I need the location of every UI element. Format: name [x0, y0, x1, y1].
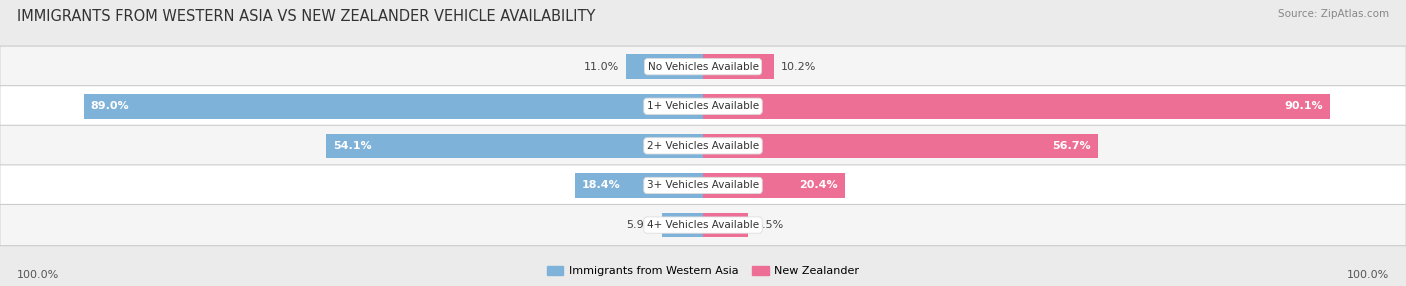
Text: 4+ Vehicles Available: 4+ Vehicles Available — [647, 220, 759, 230]
FancyBboxPatch shape — [0, 165, 1406, 206]
Text: 10.2%: 10.2% — [780, 62, 817, 72]
Text: No Vehicles Available: No Vehicles Available — [648, 62, 758, 72]
Bar — [326, 134, 703, 158]
Text: IMMIGRANTS FROM WESTERN ASIA VS NEW ZEALANDER VEHICLE AVAILABILITY: IMMIGRANTS FROM WESTERN ASIA VS NEW ZEAL… — [17, 9, 595, 23]
Text: 20.4%: 20.4% — [800, 180, 838, 190]
Text: 100.0%: 100.0% — [1347, 270, 1389, 280]
Bar — [662, 213, 703, 237]
Text: 54.1%: 54.1% — [333, 141, 373, 151]
FancyBboxPatch shape — [0, 46, 1406, 87]
Text: 56.7%: 56.7% — [1052, 141, 1091, 151]
Text: 5.9%: 5.9% — [627, 220, 655, 230]
Bar — [703, 173, 845, 198]
Text: 89.0%: 89.0% — [90, 101, 129, 111]
Bar — [703, 94, 1330, 118]
Text: 90.1%: 90.1% — [1285, 101, 1323, 111]
Bar — [703, 213, 748, 237]
Text: Source: ZipAtlas.com: Source: ZipAtlas.com — [1278, 9, 1389, 19]
Text: 1+ Vehicles Available: 1+ Vehicles Available — [647, 101, 759, 111]
Text: 2+ Vehicles Available: 2+ Vehicles Available — [647, 141, 759, 151]
Text: 11.0%: 11.0% — [585, 62, 620, 72]
Text: 18.4%: 18.4% — [582, 180, 620, 190]
Text: 6.5%: 6.5% — [755, 220, 783, 230]
Legend: Immigrants from Western Asia, New Zealander: Immigrants from Western Asia, New Zealan… — [543, 261, 863, 281]
Bar — [83, 94, 703, 118]
Bar — [703, 134, 1098, 158]
FancyBboxPatch shape — [0, 86, 1406, 127]
FancyBboxPatch shape — [0, 125, 1406, 166]
FancyBboxPatch shape — [0, 204, 1406, 246]
Text: 100.0%: 100.0% — [17, 270, 59, 280]
Text: 3+ Vehicles Available: 3+ Vehicles Available — [647, 180, 759, 190]
Bar — [575, 173, 703, 198]
Bar — [627, 54, 703, 79]
Bar — [703, 54, 773, 79]
